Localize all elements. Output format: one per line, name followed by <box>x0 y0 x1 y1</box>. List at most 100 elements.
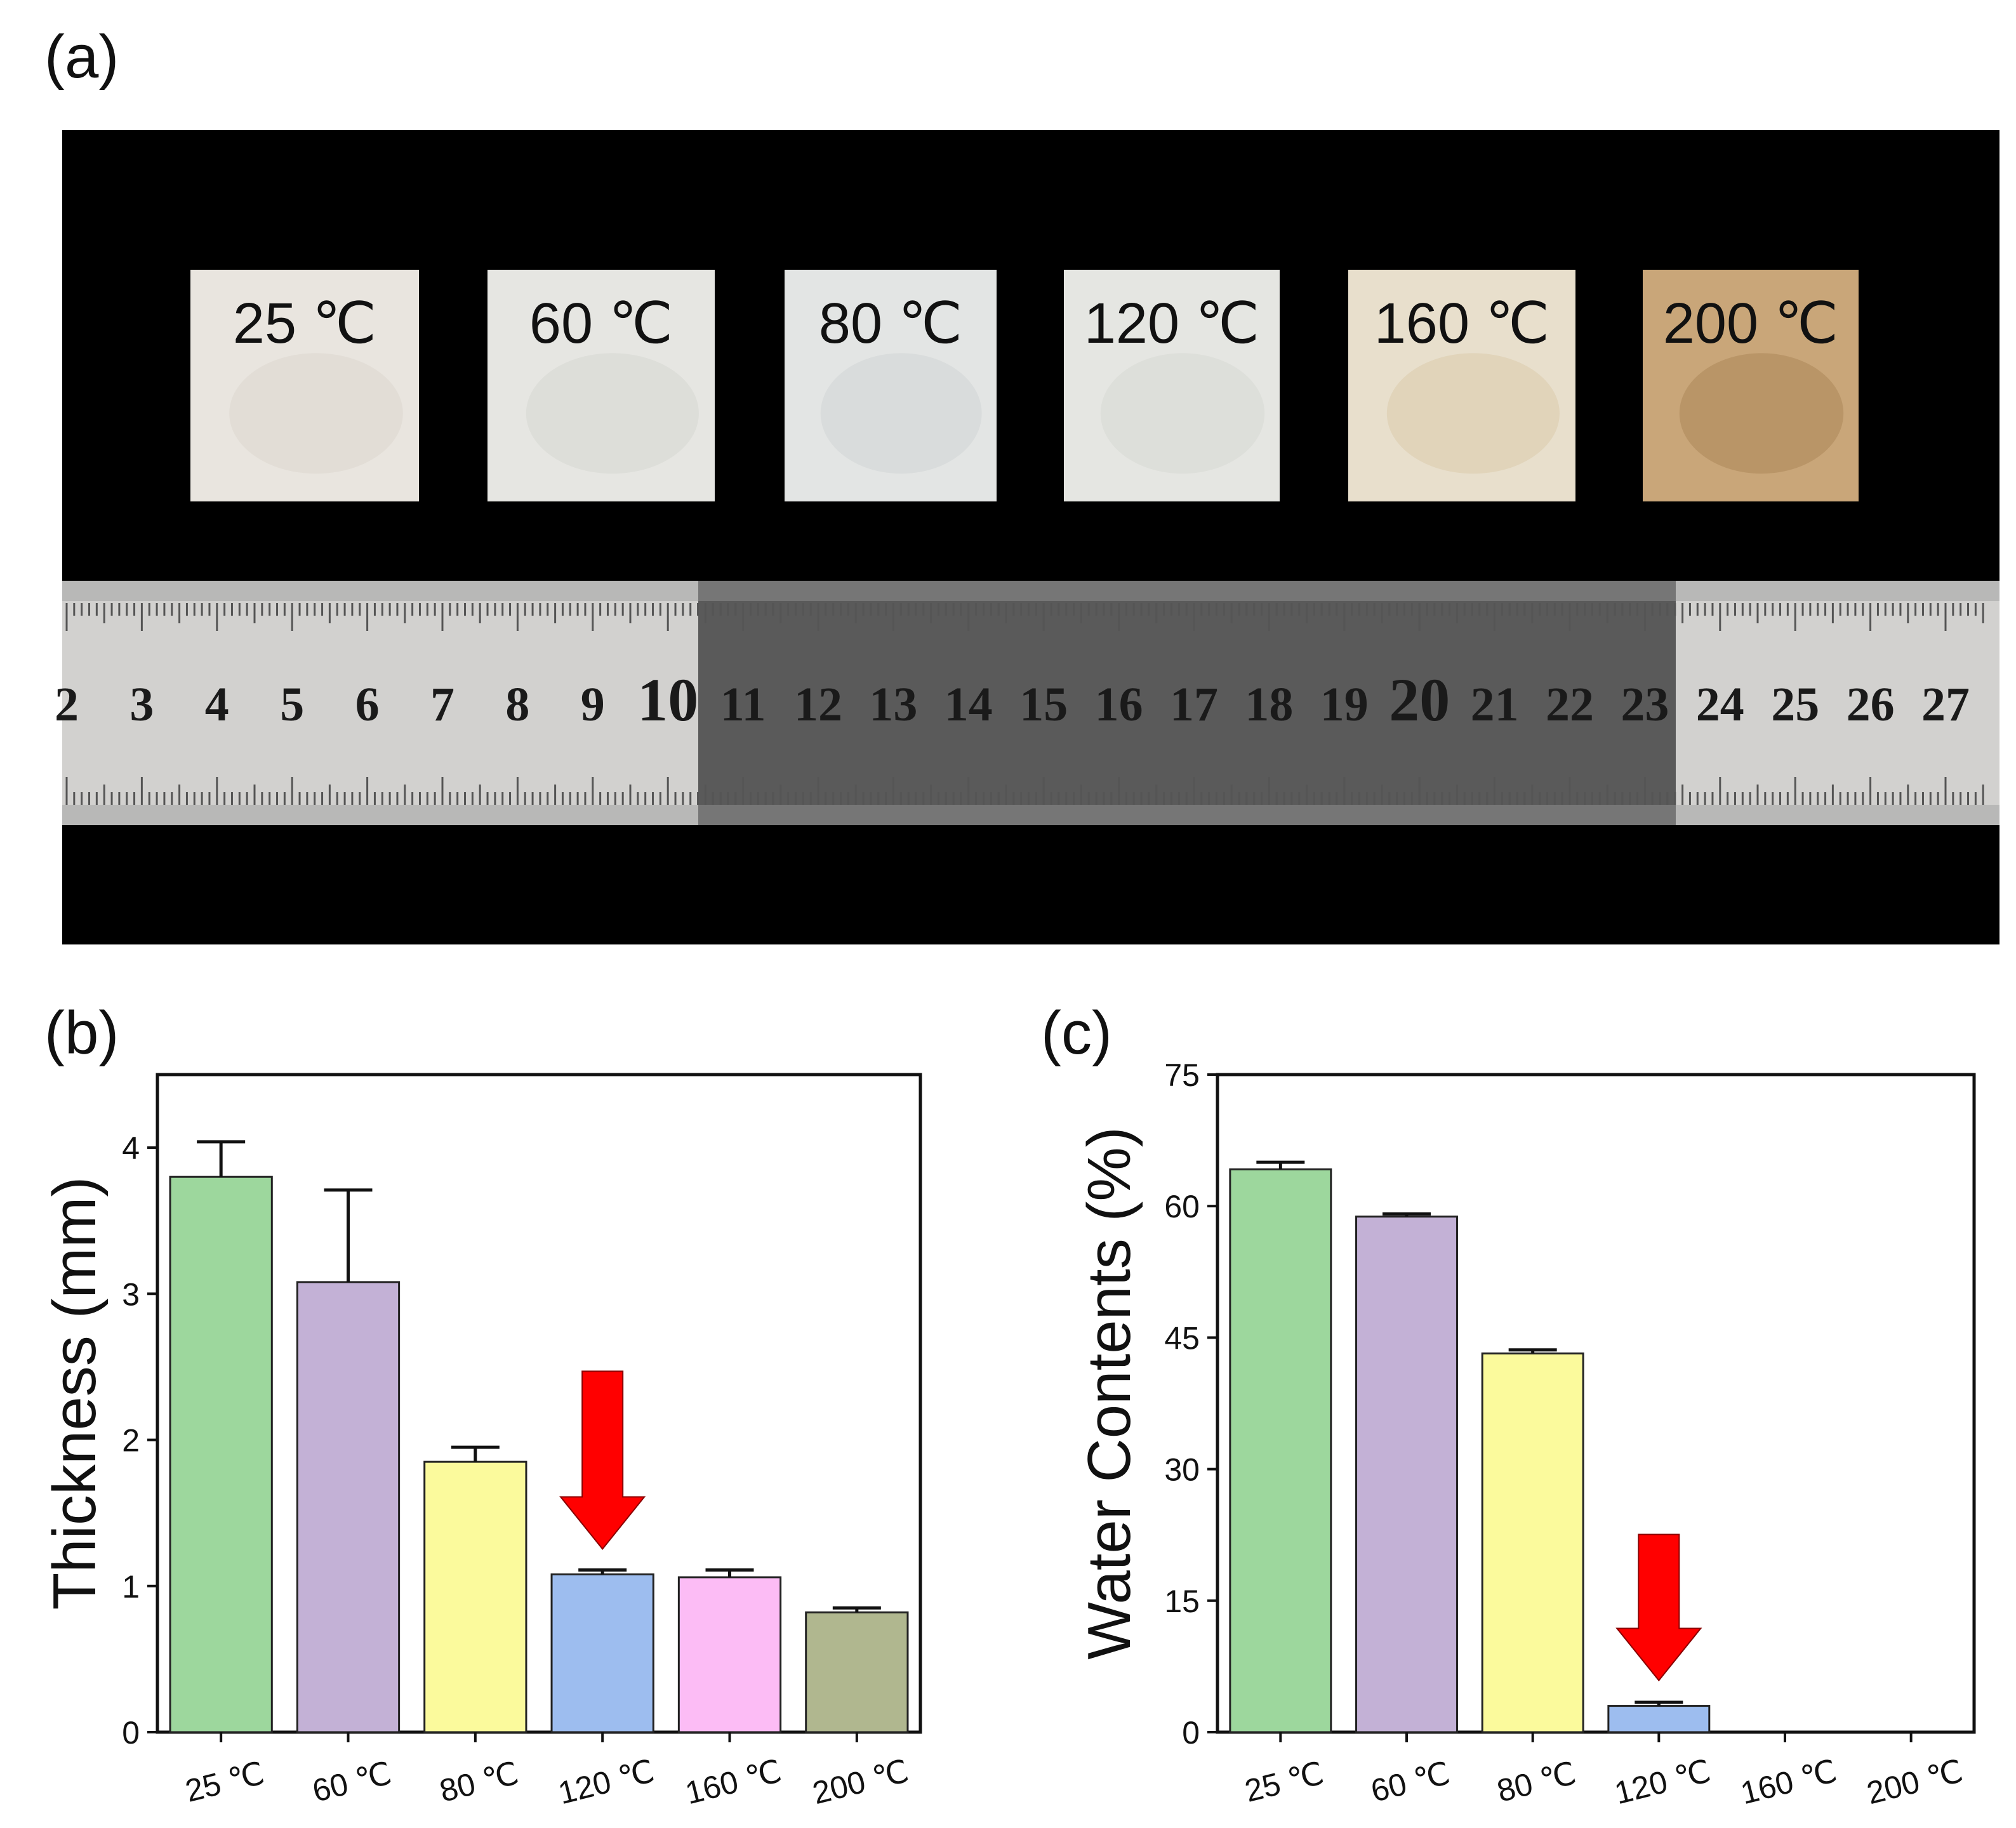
y-tick-label: 4 <box>122 1130 140 1166</box>
water-bars <box>1229 1168 1711 1733</box>
ruler-number: 19 <box>1320 678 1369 731</box>
x-tick-label: 120 ℃ <box>555 1753 658 1811</box>
sample-texture <box>1100 353 1265 474</box>
sample-texture <box>1386 353 1560 474</box>
ruler-number: 12 <box>794 678 842 731</box>
ruler-number: 18 <box>1245 678 1293 731</box>
thickness-plot-frame <box>156 1073 922 1734</box>
water-highlight-arrow <box>1615 1533 1702 1682</box>
x-tick-label: 60 ℃ <box>1367 1755 1453 1809</box>
bar <box>423 1460 527 1733</box>
x-tick-label: 60 ℃ <box>309 1755 395 1809</box>
water-contents-chart: (c) Water Contents (%) 0 15 30 45 60 75 25 ℃ 6… <box>1041 999 1976 1811</box>
ruler-number: 11 <box>720 678 766 731</box>
thickness-y-axis-label: Thickness (mm) <box>41 1177 109 1610</box>
x-tick-label: 80 ℃ <box>436 1755 522 1809</box>
water-y-axis-label: Water Contents (%) <box>1075 1127 1143 1659</box>
sample-texture <box>229 353 403 474</box>
ruler-bottom-stripe <box>62 805 1999 825</box>
bar <box>1355 1215 1458 1733</box>
ruler-number: 9 <box>581 678 605 731</box>
ruler-number: 2 <box>55 678 79 731</box>
ruler-number: 26 <box>1847 678 1895 731</box>
y-tick-label: 0 <box>122 1715 140 1751</box>
ruler-shadow-region <box>698 581 1676 825</box>
ruler-number: 6 <box>355 678 380 731</box>
water-plot-frame <box>1216 1073 1976 1734</box>
ruler-ticks <box>65 603 1984 805</box>
down-arrow <box>559 1370 646 1550</box>
bar <box>1607 1705 1711 1733</box>
sample-label: 80 ℃ <box>819 292 962 355</box>
sample-texture <box>1679 353 1844 474</box>
thickness-error-bars <box>197 1140 881 1613</box>
sample-label: 200 ℃ <box>1663 292 1838 355</box>
sample-label: 160 ℃ <box>1374 292 1549 355</box>
sample-texture <box>526 353 699 474</box>
bar <box>1481 1352 1584 1733</box>
ruler-number: 10 <box>637 666 698 734</box>
sample-texture <box>820 353 982 474</box>
y-tick-label: 75 <box>1164 1057 1200 1093</box>
y-tick-label: 2 <box>122 1423 140 1459</box>
ruler-number: 25 <box>1771 678 1819 731</box>
thickness-x-axis: 25 ℃ 60 ℃ 80 ℃ 120 ℃ 160 ℃ 200 ℃ <box>182 1732 912 1811</box>
ruler-number: 27 <box>1921 678 1970 731</box>
ruler-top-stripe <box>62 581 1999 601</box>
thickness-highlight-arrow <box>559 1370 646 1550</box>
bar <box>805 1611 909 1733</box>
ruler-number: 21 <box>1471 678 1519 731</box>
ruler-numbers: 2 3 4 5 6 7 8 9 10 11 12 13 14 15 16 17 18 19 20 21 22 23 24 25… <box>55 666 1970 734</box>
y-tick-label: 3 <box>122 1276 140 1312</box>
ruler-number: 16 <box>1095 678 1143 731</box>
ruler-number: 22 <box>1546 678 1594 731</box>
panel-b-label: (b) <box>44 999 119 1067</box>
ruler-number: 5 <box>280 678 304 731</box>
ruler-number: 17 <box>1170 678 1218 731</box>
ruler-number: 13 <box>869 678 917 731</box>
x-tick-label: 80 ℃ <box>1494 1755 1579 1809</box>
x-tick-label: 120 ℃ <box>1611 1753 1714 1811</box>
x-tick-label: 200 ℃ <box>809 1753 912 1811</box>
panel-c-label: (c) <box>1041 999 1112 1067</box>
ruler: 2 3 4 5 6 7 8 9 10 11 12 13 14 15 16 17 18 19 20 21 22 23 24 25… <box>55 581 1999 825</box>
x-tick-label: 25 ℃ <box>182 1755 267 1809</box>
ruler-number: 4 <box>205 678 229 731</box>
bar <box>296 1281 401 1733</box>
thickness-bars <box>169 1176 909 1733</box>
sample-label: 25 ℃ <box>233 292 376 355</box>
y-tick-label: 45 <box>1164 1320 1200 1356</box>
bar <box>677 1576 782 1733</box>
y-tick-label: 15 <box>1164 1584 1200 1619</box>
sample-label: 120 ℃ <box>1084 292 1259 355</box>
ruler-number: 23 <box>1621 678 1669 731</box>
y-tick-label: 30 <box>1164 1452 1200 1488</box>
x-tick-label: 25 ℃ <box>1241 1755 1327 1809</box>
x-tick-label: 200 ℃ <box>1863 1753 1966 1811</box>
y-tick-label: 0 <box>1182 1715 1200 1751</box>
sample-squares: 25 ℃ 60 ℃ 80 ℃ 120 ℃ 160 ℃ 200 ℃ <box>190 270 1859 501</box>
sample-label: 60 ℃ <box>529 292 673 355</box>
water-y-axis: 0 15 30 45 60 75 <box>1164 1057 1217 1751</box>
ruler-number: 15 <box>1019 678 1068 731</box>
x-tick-label: 160 ℃ <box>1737 1753 1840 1811</box>
ruler-number: 20 <box>1389 666 1450 734</box>
ruler-number: 14 <box>945 678 993 731</box>
thickness-y-axis: 0 1 2 3 4 <box>122 1130 157 1751</box>
y-tick-label: 60 <box>1164 1189 1200 1224</box>
down-arrow <box>1615 1533 1702 1682</box>
thickness-chart: (b) Thickness (mm) 0 1 2 3 4 25 ℃ 60 ℃ 80 ℃ 120… <box>41 999 922 1811</box>
ruler-number: 3 <box>129 678 154 731</box>
bar <box>169 1176 273 1733</box>
water-x-axis: 25 ℃ 60 ℃ 80 ℃ 120 ℃ 160 ℃ 200 ℃ <box>1241 1732 1966 1811</box>
x-tick-label: 160 ℃ <box>682 1753 785 1811</box>
y-tick-label: 1 <box>122 1569 140 1605</box>
ruler-number: 7 <box>430 678 454 731</box>
panel-a-label: (a) <box>44 23 119 91</box>
bar <box>1229 1168 1332 1733</box>
ruler-number: 24 <box>1696 678 1744 731</box>
water-error-bars <box>1256 1160 1683 1706</box>
ruler-number: 8 <box>505 678 529 731</box>
